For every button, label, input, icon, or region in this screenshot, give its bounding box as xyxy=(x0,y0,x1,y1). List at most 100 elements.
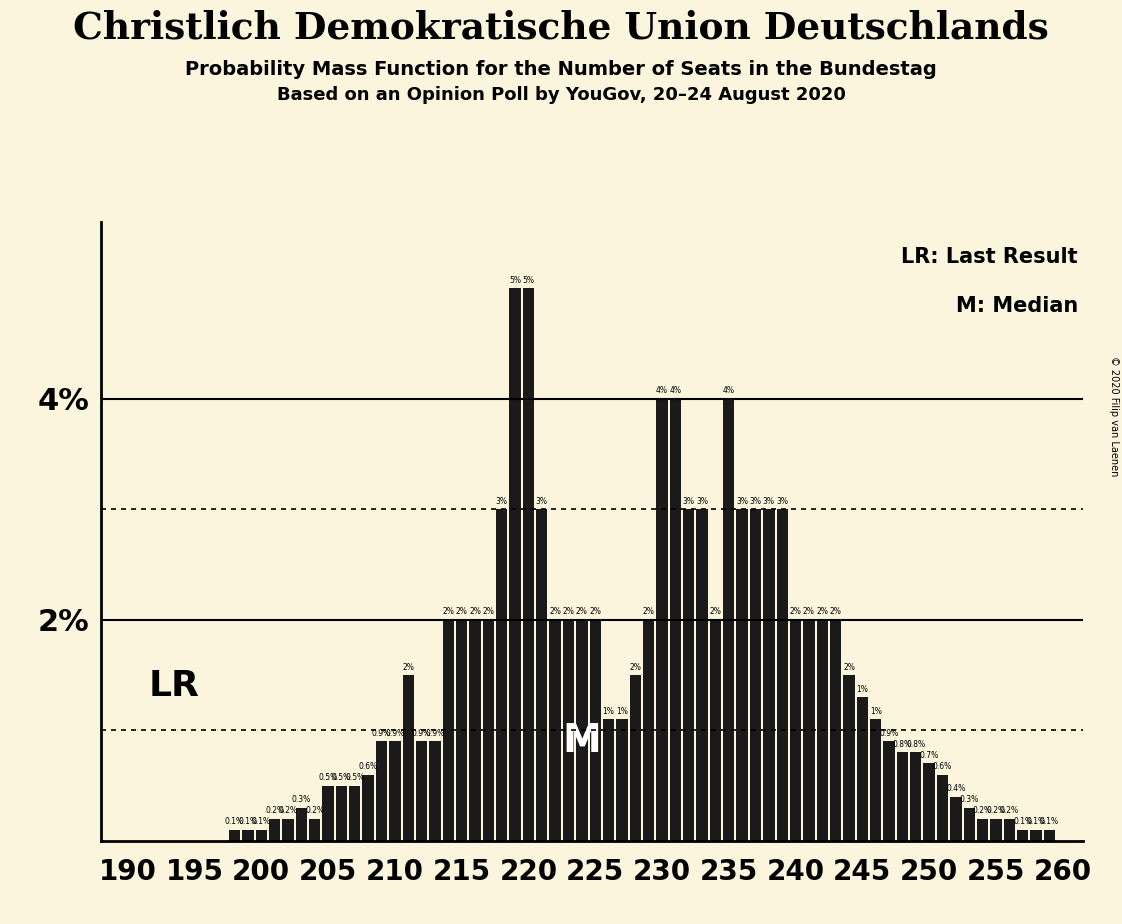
Text: 0.9%: 0.9% xyxy=(880,729,899,738)
Text: 0.1%: 0.1% xyxy=(251,818,270,826)
Bar xyxy=(1017,830,1028,841)
Bar xyxy=(937,774,948,841)
Text: M: M xyxy=(562,723,601,760)
Bar xyxy=(349,785,360,841)
Text: 1%: 1% xyxy=(870,707,882,716)
Bar xyxy=(710,620,721,841)
Text: 3%: 3% xyxy=(749,497,762,505)
Text: 0.5%: 0.5% xyxy=(346,773,365,783)
Text: 0.2%: 0.2% xyxy=(973,807,992,815)
Bar xyxy=(1030,830,1041,841)
Bar xyxy=(603,719,614,841)
Text: 2%: 2% xyxy=(643,607,654,616)
Bar xyxy=(896,752,908,841)
Text: LR: LR xyxy=(149,669,200,703)
Text: 3%: 3% xyxy=(682,497,695,505)
Text: Based on an Opinion Poll by YouGov, 20–24 August 2020: Based on an Opinion Poll by YouGov, 20–2… xyxy=(276,86,846,103)
Text: 4%: 4% xyxy=(723,386,735,395)
Bar xyxy=(683,509,695,841)
Bar xyxy=(335,785,347,841)
Bar xyxy=(830,620,842,841)
Text: 0.6%: 0.6% xyxy=(359,762,378,772)
Bar xyxy=(430,741,441,841)
Bar xyxy=(616,719,627,841)
Bar xyxy=(656,398,668,841)
Text: Probability Mass Function for the Number of Seats in the Bundestag: Probability Mass Function for the Number… xyxy=(185,60,937,79)
Text: LR: Last Result: LR: Last Result xyxy=(901,247,1078,266)
Bar xyxy=(817,620,828,841)
Bar xyxy=(496,509,507,841)
Text: 0.9%: 0.9% xyxy=(371,729,392,738)
Text: 2%: 2% xyxy=(817,607,828,616)
Bar xyxy=(763,509,774,841)
Text: 0.6%: 0.6% xyxy=(932,762,953,772)
Text: 2%: 2% xyxy=(629,663,641,672)
Text: 2%: 2% xyxy=(482,607,495,616)
Bar xyxy=(844,675,855,841)
Bar xyxy=(442,620,454,841)
Text: 2%: 2% xyxy=(562,607,574,616)
Bar xyxy=(242,830,254,841)
Text: 2%: 2% xyxy=(589,607,601,616)
Bar xyxy=(376,741,387,841)
Text: 0.2%: 0.2% xyxy=(1000,807,1019,815)
Text: 1%: 1% xyxy=(603,707,615,716)
Text: 0.2%: 0.2% xyxy=(265,807,284,815)
Text: 0.3%: 0.3% xyxy=(959,796,978,805)
Bar xyxy=(736,509,747,841)
Bar xyxy=(509,288,521,841)
Text: 2%: 2% xyxy=(442,607,454,616)
Text: 0.2%: 0.2% xyxy=(305,807,324,815)
Text: 0.3%: 0.3% xyxy=(292,796,311,805)
Bar xyxy=(1003,819,1015,841)
Bar xyxy=(269,819,280,841)
Text: 2%: 2% xyxy=(403,663,414,672)
Bar xyxy=(910,752,921,841)
Bar xyxy=(362,774,374,841)
Text: 3%: 3% xyxy=(496,497,507,505)
Bar xyxy=(256,830,267,841)
Text: 0.1%: 0.1% xyxy=(226,818,245,826)
Text: 2%: 2% xyxy=(843,663,855,672)
Bar xyxy=(536,509,548,841)
Bar xyxy=(296,808,307,841)
Text: 3%: 3% xyxy=(536,497,548,505)
Text: 2%: 2% xyxy=(803,607,815,616)
Bar xyxy=(403,675,414,841)
Bar xyxy=(870,719,882,841)
Bar xyxy=(950,796,962,841)
Text: 0.9%: 0.9% xyxy=(385,729,404,738)
Bar xyxy=(723,398,735,841)
Bar xyxy=(643,620,654,841)
Text: 0.9%: 0.9% xyxy=(425,729,444,738)
Text: 2%: 2% xyxy=(790,607,801,616)
Bar xyxy=(776,509,788,841)
Bar xyxy=(803,620,815,841)
Bar xyxy=(977,819,988,841)
Text: 2%: 2% xyxy=(549,607,561,616)
Text: 3%: 3% xyxy=(763,497,775,505)
Bar xyxy=(790,620,801,841)
Bar xyxy=(283,819,294,841)
Bar xyxy=(523,288,534,841)
Bar xyxy=(309,819,321,841)
Text: 2%: 2% xyxy=(576,607,588,616)
Text: 1%: 1% xyxy=(616,707,628,716)
Text: 1%: 1% xyxy=(856,685,868,694)
Bar xyxy=(964,808,975,841)
Bar xyxy=(550,620,561,841)
Text: 4%: 4% xyxy=(670,386,681,395)
Text: 0.7%: 0.7% xyxy=(920,751,939,760)
Text: 0.5%: 0.5% xyxy=(319,773,338,783)
Bar xyxy=(456,620,467,841)
Text: 0.2%: 0.2% xyxy=(278,807,297,815)
Bar xyxy=(697,509,708,841)
Bar xyxy=(749,509,761,841)
Text: 0.8%: 0.8% xyxy=(893,740,912,749)
Text: 0.5%: 0.5% xyxy=(332,773,351,783)
Text: 0.1%: 0.1% xyxy=(238,818,257,826)
Bar xyxy=(563,620,574,841)
Bar xyxy=(857,697,868,841)
Text: 5%: 5% xyxy=(523,275,534,285)
Bar xyxy=(1043,830,1055,841)
